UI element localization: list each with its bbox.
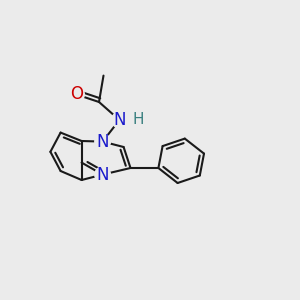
Text: O: O (70, 85, 83, 103)
Circle shape (112, 112, 127, 128)
Text: N: N (96, 166, 109, 184)
Circle shape (95, 134, 110, 149)
Text: H: H (132, 112, 144, 127)
Circle shape (69, 87, 84, 102)
Text: N: N (96, 133, 109, 151)
Text: N: N (113, 111, 126, 129)
Circle shape (95, 167, 110, 182)
